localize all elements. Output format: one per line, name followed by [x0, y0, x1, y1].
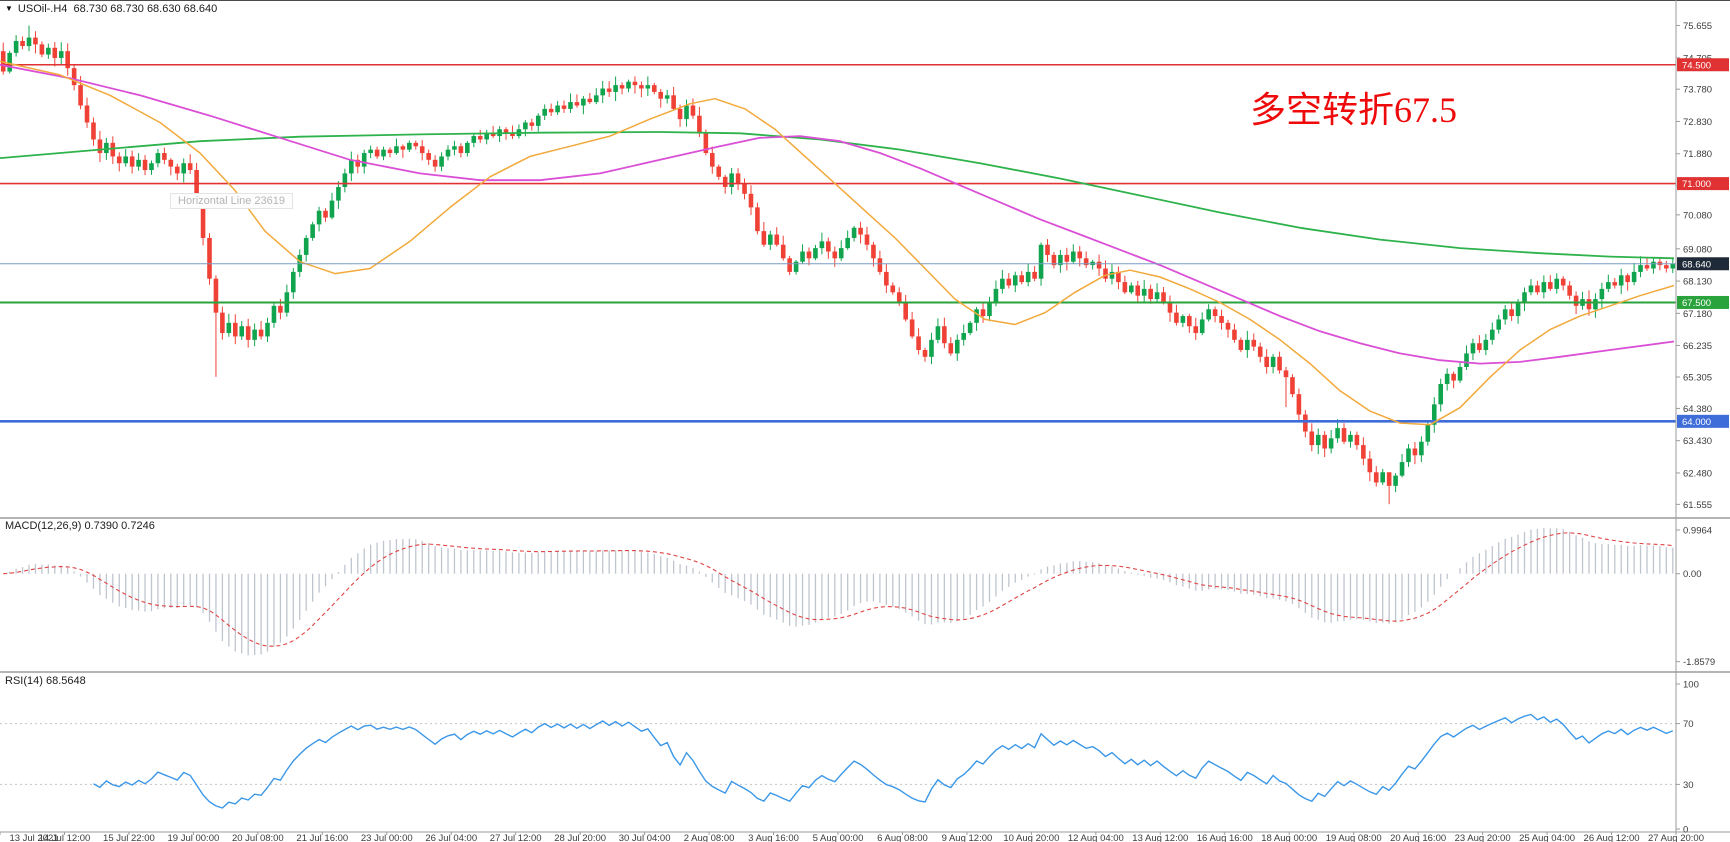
svg-text:64.380: 64.380: [1683, 404, 1712, 415]
svg-text:14 Jul 12:00: 14 Jul 12:00: [39, 833, 91, 842]
svg-text:63.430: 63.430: [1683, 436, 1712, 447]
svg-text:0.9964: 0.9964: [1683, 526, 1712, 537]
svg-text:10 Aug 20:00: 10 Aug 20:00: [1003, 833, 1059, 842]
rsi-line: [93, 713, 1674, 809]
svg-text:73.780: 73.780: [1683, 85, 1712, 96]
svg-text:69.080: 69.080: [1683, 244, 1712, 255]
svg-text:6 Aug 08:00: 6 Aug 08:00: [877, 833, 928, 842]
svg-text:23 Jul 00:00: 23 Jul 00:00: [361, 833, 413, 842]
svg-text:0: 0: [1683, 825, 1688, 836]
svg-text:20 Aug 16:00: 20 Aug 16:00: [1390, 833, 1446, 842]
svg-text:20 Jul 08:00: 20 Jul 08:00: [232, 833, 284, 842]
svg-text:30: 30: [1683, 780, 1694, 791]
svg-text:65.305: 65.305: [1683, 373, 1712, 384]
ma-mid-magenta: [0, 63, 1675, 365]
chart-header: ▼ USOil-.H4 68.730 68.730 68.630 68.640: [5, 3, 217, 15]
svg-text:15 Jul 22:00: 15 Jul 22:00: [103, 833, 155, 842]
svg-text:26 Aug 12:00: 26 Aug 12:00: [1584, 833, 1640, 842]
svg-text:62.480: 62.480: [1683, 468, 1712, 479]
svg-text:68.130: 68.130: [1683, 277, 1712, 288]
price-axis[interactable]: 75.65574.70573.78072.83071.88070.93070.0…: [1676, 21, 1729, 511]
rsi-indicator-label: RSI(14) 68.5648: [5, 675, 86, 687]
svg-text:9 Aug 12:00: 9 Aug 12:00: [942, 833, 993, 842]
svg-text:27 Aug 20:00: 27 Aug 20:00: [1648, 833, 1704, 842]
svg-text:19 Jul 00:00: 19 Jul 00:00: [168, 833, 220, 842]
svg-text:64.000: 64.000: [1682, 417, 1711, 428]
svg-text:30 Jul 04:00: 30 Jul 04:00: [619, 833, 671, 842]
svg-text:23 Aug 20:00: 23 Aug 20:00: [1455, 833, 1511, 842]
svg-text:68.640: 68.640: [1682, 259, 1711, 270]
symbol-dropdown-icon[interactable]: ▼: [5, 4, 13, 13]
svg-text:28 Jul 20:00: 28 Jul 20:00: [554, 833, 606, 842]
svg-text:74.500: 74.500: [1682, 60, 1711, 71]
macd-indicator-label: MACD(12,26,9) 0.7390 0.7246: [5, 520, 155, 532]
symbol-ohlc-label: USOil-.H4 68.730 68.730 68.630 68.640: [17, 3, 218, 15]
svg-text:2 Aug 08:00: 2 Aug 08:00: [684, 833, 735, 842]
svg-text:70: 70: [1683, 719, 1694, 730]
svg-text:27 Jul 12:00: 27 Jul 12:00: [490, 833, 542, 842]
macd-signal-line: [3, 532, 1673, 647]
svg-text:72.830: 72.830: [1683, 117, 1712, 128]
svg-text:66.235: 66.235: [1683, 341, 1712, 352]
ma-fast-orange: [0, 60, 1675, 426]
rsi-axis[interactable]: 100 70 30 0: [1676, 680, 1699, 836]
svg-text:25 Aug 04:00: 25 Aug 04:00: [1519, 833, 1575, 842]
svg-text:16 Aug 16:00: 16 Aug 16:00: [1197, 833, 1253, 842]
svg-text:19 Aug 08:00: 19 Aug 08:00: [1326, 833, 1382, 842]
svg-text:70.080: 70.080: [1683, 210, 1712, 221]
annotation-text[interactable]: 多空转折67.5: [1250, 90, 1458, 130]
svg-text:18 Aug 00:00: 18 Aug 00:00: [1261, 833, 1317, 842]
svg-text:67.180: 67.180: [1683, 309, 1712, 320]
svg-text:75.655: 75.655: [1683, 21, 1712, 32]
svg-text:71.000: 71.000: [1682, 179, 1711, 190]
svg-text:13 Aug 12:00: 13 Aug 12:00: [1132, 833, 1188, 842]
candlesticks: [0, 25, 1676, 505]
svg-text:-1.8579: -1.8579: [1683, 657, 1715, 668]
svg-text:26 Jul 04:00: 26 Jul 04:00: [425, 833, 477, 842]
svg-text:67.500: 67.500: [1682, 298, 1711, 309]
svg-text:71.880: 71.880: [1683, 149, 1712, 160]
svg-text:61.555: 61.555: [1683, 500, 1712, 511]
svg-text:0.00: 0.00: [1683, 569, 1702, 580]
ma-slow-green: [0, 131, 1675, 260]
hline-tooltip: Horizontal Line 23619: [170, 193, 294, 209]
svg-text:21 Jul 16:00: 21 Jul 16:00: [296, 833, 348, 842]
svg-text:13 Jul 2021: 13 Jul 2021: [9, 833, 58, 842]
svg-text:3 Aug 16:00: 3 Aug 16:00: [748, 833, 799, 842]
macd-histogram: [9, 528, 1674, 656]
svg-text:5 Aug 00:00: 5 Aug 00:00: [813, 833, 864, 842]
svg-text:100: 100: [1683, 680, 1699, 691]
macd-axis[interactable]: 0.9964 0.00 -1.8579: [1676, 526, 1715, 669]
svg-text:12 Aug 04:00: 12 Aug 04:00: [1068, 833, 1124, 842]
